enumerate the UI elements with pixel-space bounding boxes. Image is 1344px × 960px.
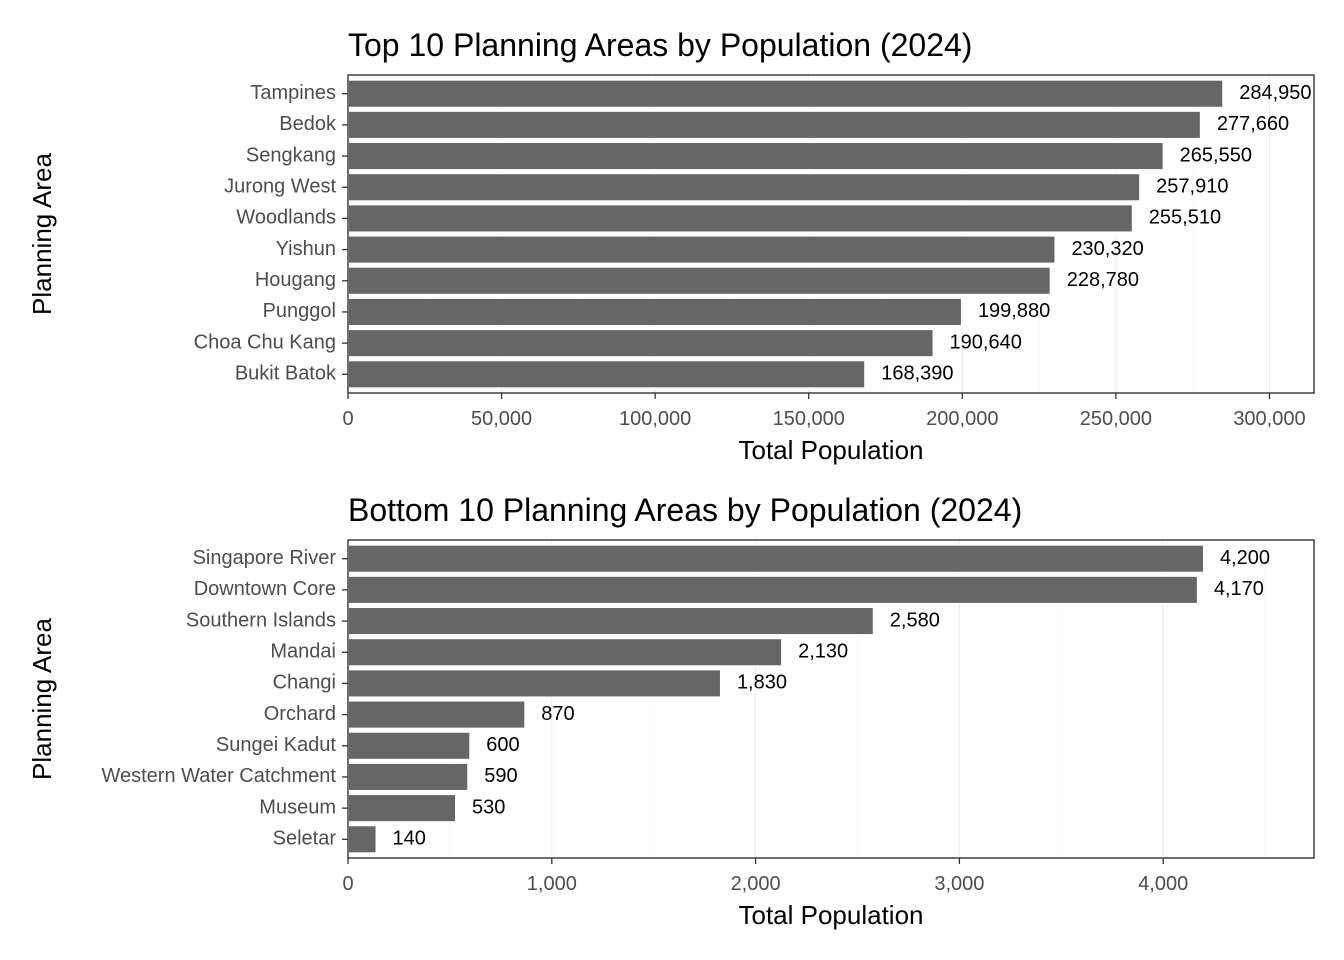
value-label: 140 xyxy=(393,828,426,850)
x-tick-label: 200,000 xyxy=(926,408,998,430)
x-tick-label: 100,000 xyxy=(619,408,691,430)
y-axis-title: Planning Area xyxy=(27,153,57,315)
category-label: Yishun xyxy=(276,238,336,260)
category-labels: Tampines Bedok Sengkang Jurong West Woodland… xyxy=(194,82,348,385)
panel-border xyxy=(347,539,1315,859)
x-tick-label: 250,000 xyxy=(1080,408,1152,430)
value-label: 257,910 xyxy=(1156,176,1228,198)
category-label: Orchard xyxy=(264,703,336,725)
category-label: Southern Islands xyxy=(186,609,336,631)
y-axis-title: Planning Area xyxy=(27,618,57,780)
value-label: 590 xyxy=(484,765,517,787)
value-label: 4,200 xyxy=(1220,547,1270,569)
bar-downtown-core xyxy=(347,574,1199,605)
x-tick-label: 0 xyxy=(342,873,353,895)
x-axis: 0 1,000 2,000 3,000 4,000 xyxy=(342,858,1188,895)
category-label: Western Water Catchment xyxy=(101,765,336,787)
category-label: Changi xyxy=(273,672,336,694)
bars xyxy=(347,78,1225,390)
value-label: 284,950 xyxy=(1239,82,1311,104)
value-label: 600 xyxy=(486,734,519,756)
x-tick-label: 3,000 xyxy=(934,873,984,895)
value-labels: 284,950 277,660 265,550 257,910 255,510 230,3… xyxy=(881,82,1311,385)
bottom10-population-chart: Singapore River Downtown Core Southern Isl… xyxy=(0,465,1344,930)
category-label: Museum xyxy=(259,796,336,818)
bar-orchard xyxy=(347,699,527,730)
value-label: 4,170 xyxy=(1214,578,1264,600)
bar-museum xyxy=(347,793,458,824)
bars xyxy=(347,543,1205,855)
category-label: Jurong West xyxy=(224,176,336,198)
panel-border xyxy=(347,74,1315,394)
bar-changi xyxy=(347,668,722,699)
category-label: Bukit Batok xyxy=(235,363,337,385)
value-label: 230,320 xyxy=(1071,238,1143,260)
x-tick-label: 50,000 xyxy=(471,408,532,430)
value-label: 2,580 xyxy=(890,609,940,631)
category-label: Bedok xyxy=(279,113,337,135)
category-label: Punggol xyxy=(263,300,336,322)
category-labels: Singapore River Downtown Core Southern Isl… xyxy=(101,547,348,850)
category-label: Sengkang xyxy=(246,144,336,166)
value-labels: 4,200 4,170 2,580 2,130 1,830 870 600 590 530 140 xyxy=(393,547,1270,850)
value-label: 199,880 xyxy=(978,300,1050,322)
category-label: Choa Chu Kang xyxy=(194,331,336,353)
x-axis-title: Total Population xyxy=(738,435,923,465)
x-tick-label: 1,000 xyxy=(527,873,577,895)
chart-svg: Tampines Bedok Sengkang Jurong West Woodland… xyxy=(27,27,1315,465)
bar-yishun xyxy=(347,234,1057,265)
top10-population-chart: Tampines Bedok Sengkang Jurong West Woodland… xyxy=(0,0,1344,465)
x-axis-title: Total Population xyxy=(738,900,923,930)
x-axis: 0 50,000 100,000 150,000 200,000 250,000 300,0… xyxy=(342,393,1306,430)
value-label: 870 xyxy=(541,703,574,725)
bar-singapore-river xyxy=(347,543,1205,574)
bar-woodlands xyxy=(347,203,1134,234)
value-label: 228,780 xyxy=(1067,269,1139,291)
bar-bukit-batok xyxy=(347,359,867,390)
bar-bedok xyxy=(347,109,1202,140)
bar-sengkang xyxy=(347,141,1165,172)
x-tick-label: 150,000 xyxy=(773,408,845,430)
x-tick-label: 4,000 xyxy=(1138,873,1188,895)
value-label: 190,640 xyxy=(950,331,1022,353)
value-label: 530 xyxy=(472,796,505,818)
value-label: 265,550 xyxy=(1180,144,1252,166)
category-label: Singapore River xyxy=(193,547,337,569)
value-label: 168,390 xyxy=(881,363,953,385)
bar-punggol xyxy=(347,296,963,327)
bar-southern-islands xyxy=(347,606,875,637)
bar-western-water-catchment xyxy=(347,761,470,792)
value-label: 2,130 xyxy=(798,641,848,663)
x-tick-label: 300,000 xyxy=(1233,408,1305,430)
chart-title: Bottom 10 Planning Areas by Population (… xyxy=(348,492,1022,528)
bar-hougang xyxy=(347,265,1052,296)
bar-jurong-west xyxy=(347,172,1142,203)
chart-title: Top 10 Planning Areas by Population (202… xyxy=(348,27,972,63)
category-label: Woodlands xyxy=(236,207,336,229)
category-label: Downtown Core xyxy=(194,578,336,600)
bar-tampines xyxy=(347,78,1225,109)
x-tick-label: 0 xyxy=(342,408,353,430)
bar-mandai xyxy=(347,637,784,668)
bar-sungei-kadut xyxy=(347,730,472,761)
category-label: Tampines xyxy=(250,82,336,104)
bar-choa-chu-kang xyxy=(347,328,935,359)
bar-seletar xyxy=(347,824,378,855)
value-label: 277,660 xyxy=(1217,113,1289,135)
x-tick-label: 2,000 xyxy=(731,873,781,895)
value-label: 1,830 xyxy=(737,672,787,694)
value-label: 255,510 xyxy=(1149,207,1221,229)
category-label: Hougang xyxy=(255,269,336,291)
category-label: Mandai xyxy=(270,641,336,663)
category-label: Seletar xyxy=(273,828,337,850)
category-label: Sungei Kadut xyxy=(216,734,337,756)
chart-svg: Singapore River Downtown Core Southern Isl… xyxy=(27,492,1315,930)
